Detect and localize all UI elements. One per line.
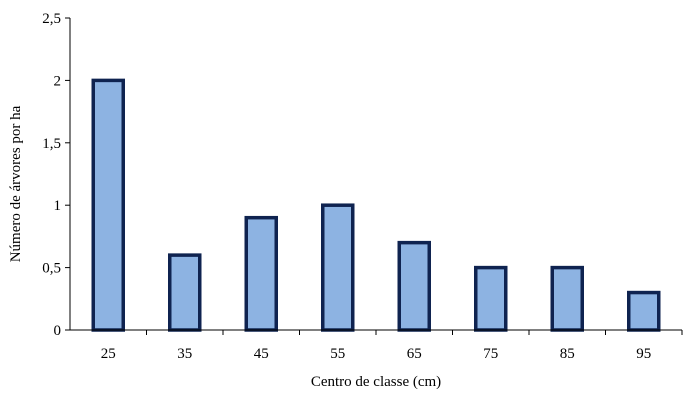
y-tick-label: 2 (54, 73, 62, 89)
y-tick-label: 0 (54, 323, 62, 339)
x-tick-label: 75 (483, 346, 498, 362)
x-tick-label: 85 (560, 346, 575, 362)
x-tick-label: 25 (101, 346, 116, 362)
x-tick-label: 45 (254, 346, 269, 362)
bar-85 (550, 265, 584, 332)
x-tick-label: 95 (636, 346, 651, 362)
bar-75 (474, 265, 508, 332)
y-tick-label: 2,5 (42, 11, 61, 27)
x-tick-label: 35 (177, 346, 192, 362)
y-tick-label: 1,5 (42, 136, 61, 152)
x-axis-title: Centro de classe (cm) (311, 374, 441, 390)
y-tick-label: 1 (54, 198, 62, 214)
x-axis-ticks: 25 35 45 55 65 75 85 95 (101, 330, 683, 362)
y-tick-label: 0,5 (42, 261, 61, 277)
y-axis-title: Número de árvores por ha (8, 105, 24, 262)
bar-25 (91, 78, 125, 332)
bar-45 (244, 215, 278, 332)
x-tick-label: 65 (407, 346, 422, 362)
x-tick-label: 55 (330, 346, 345, 362)
y-axis-ticks: 0 0,5 1 1,5 2 2,5 (42, 11, 70, 339)
bar-95 (627, 290, 661, 332)
bar-65 (397, 240, 431, 332)
bars (91, 78, 661, 332)
bar-55 (321, 203, 355, 332)
bar-35 (168, 253, 202, 332)
